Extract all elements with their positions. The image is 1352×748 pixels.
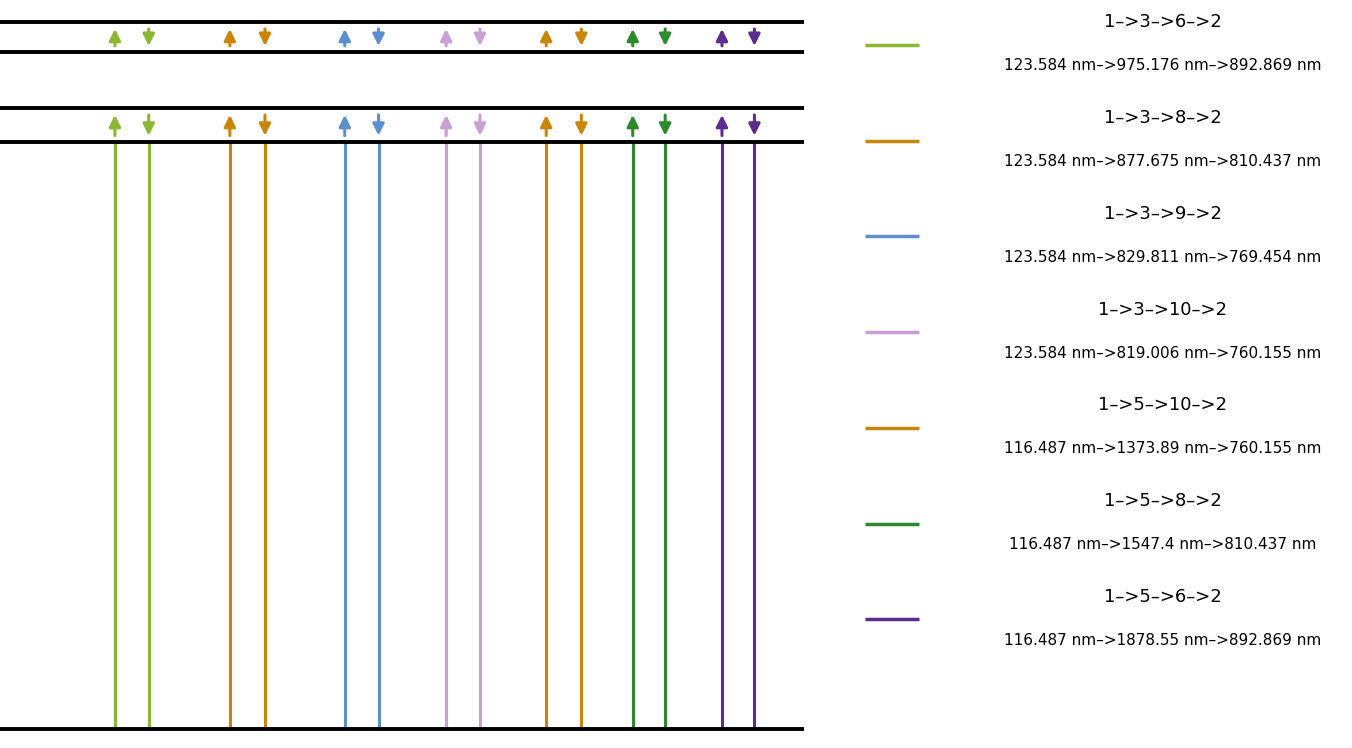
Text: 1–>5–>10–>2: 1–>5–>10–>2 xyxy=(1098,396,1228,414)
Text: 1–>3–>9–>2: 1–>3–>9–>2 xyxy=(1103,205,1222,223)
Text: 1–>3–>10–>2: 1–>3–>10–>2 xyxy=(1098,301,1228,319)
Text: 116.487 nm–>1547.4 nm–>810.437 nm: 116.487 nm–>1547.4 nm–>810.437 nm xyxy=(1009,537,1317,552)
Text: 116.487 nm–>1878.55 nm–>892.869 nm: 116.487 nm–>1878.55 nm–>892.869 nm xyxy=(1005,633,1321,648)
Text: 1–>5–>8–>2: 1–>5–>8–>2 xyxy=(1103,492,1222,510)
Text: 1–>3–>8–>2: 1–>3–>8–>2 xyxy=(1103,109,1222,127)
Text: 1–>3–>6–>2: 1–>3–>6–>2 xyxy=(1103,13,1222,31)
Text: 123.584 nm–>829.811 nm–>769.454 nm: 123.584 nm–>829.811 nm–>769.454 nm xyxy=(1005,250,1321,265)
Text: 1–>5–>6–>2: 1–>5–>6–>2 xyxy=(1103,588,1222,606)
Text: 123.584 nm–>819.006 nm–>760.155 nm: 123.584 nm–>819.006 nm–>760.155 nm xyxy=(1005,346,1321,361)
Text: 123.584 nm–>975.176 nm–>892.869 nm: 123.584 nm–>975.176 nm–>892.869 nm xyxy=(1005,58,1321,73)
Text: 123.584 nm–>877.675 nm–>810.437 nm: 123.584 nm–>877.675 nm–>810.437 nm xyxy=(1005,154,1321,169)
Text: 116.487 nm–>1373.89 nm–>760.155 nm: 116.487 nm–>1373.89 nm–>760.155 nm xyxy=(1005,441,1321,456)
